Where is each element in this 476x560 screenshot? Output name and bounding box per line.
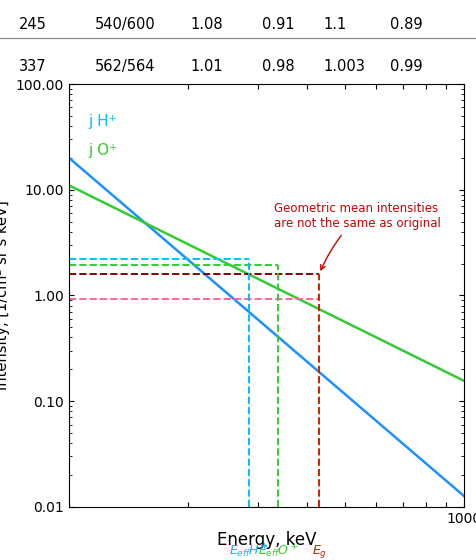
Text: j H⁺: j H⁺ <box>89 114 118 129</box>
Text: 562/564: 562/564 <box>95 59 156 74</box>
Text: 0.99: 0.99 <box>390 59 423 74</box>
Text: 1.003: 1.003 <box>324 59 366 74</box>
Text: $E_g$: $E_g$ <box>312 543 327 560</box>
Text: $E_{eff}O^+$: $E_{eff}O^+$ <box>258 543 298 560</box>
Text: 0.91: 0.91 <box>262 17 295 31</box>
Text: 337: 337 <box>19 59 47 74</box>
Text: 1.1: 1.1 <box>324 17 347 31</box>
X-axis label: Energy, keV: Energy, keV <box>217 531 317 549</box>
Text: 245: 245 <box>19 17 47 31</box>
Text: 0.89: 0.89 <box>390 17 423 31</box>
Text: 1.08: 1.08 <box>190 17 223 31</box>
Text: $E_{eff}H^+$: $E_{eff}H^+$ <box>228 543 269 560</box>
Text: 540/600: 540/600 <box>95 17 156 31</box>
Y-axis label: Intensity, [1/cm² sr s keV]: Intensity, [1/cm² sr s keV] <box>0 200 10 390</box>
Text: 1.01: 1.01 <box>190 59 223 74</box>
Text: 0.98: 0.98 <box>262 59 295 74</box>
Text: j O⁺: j O⁺ <box>89 143 118 158</box>
Text: Geometric mean intensities
are not the same as original: Geometric mean intensities are not the s… <box>275 202 441 270</box>
